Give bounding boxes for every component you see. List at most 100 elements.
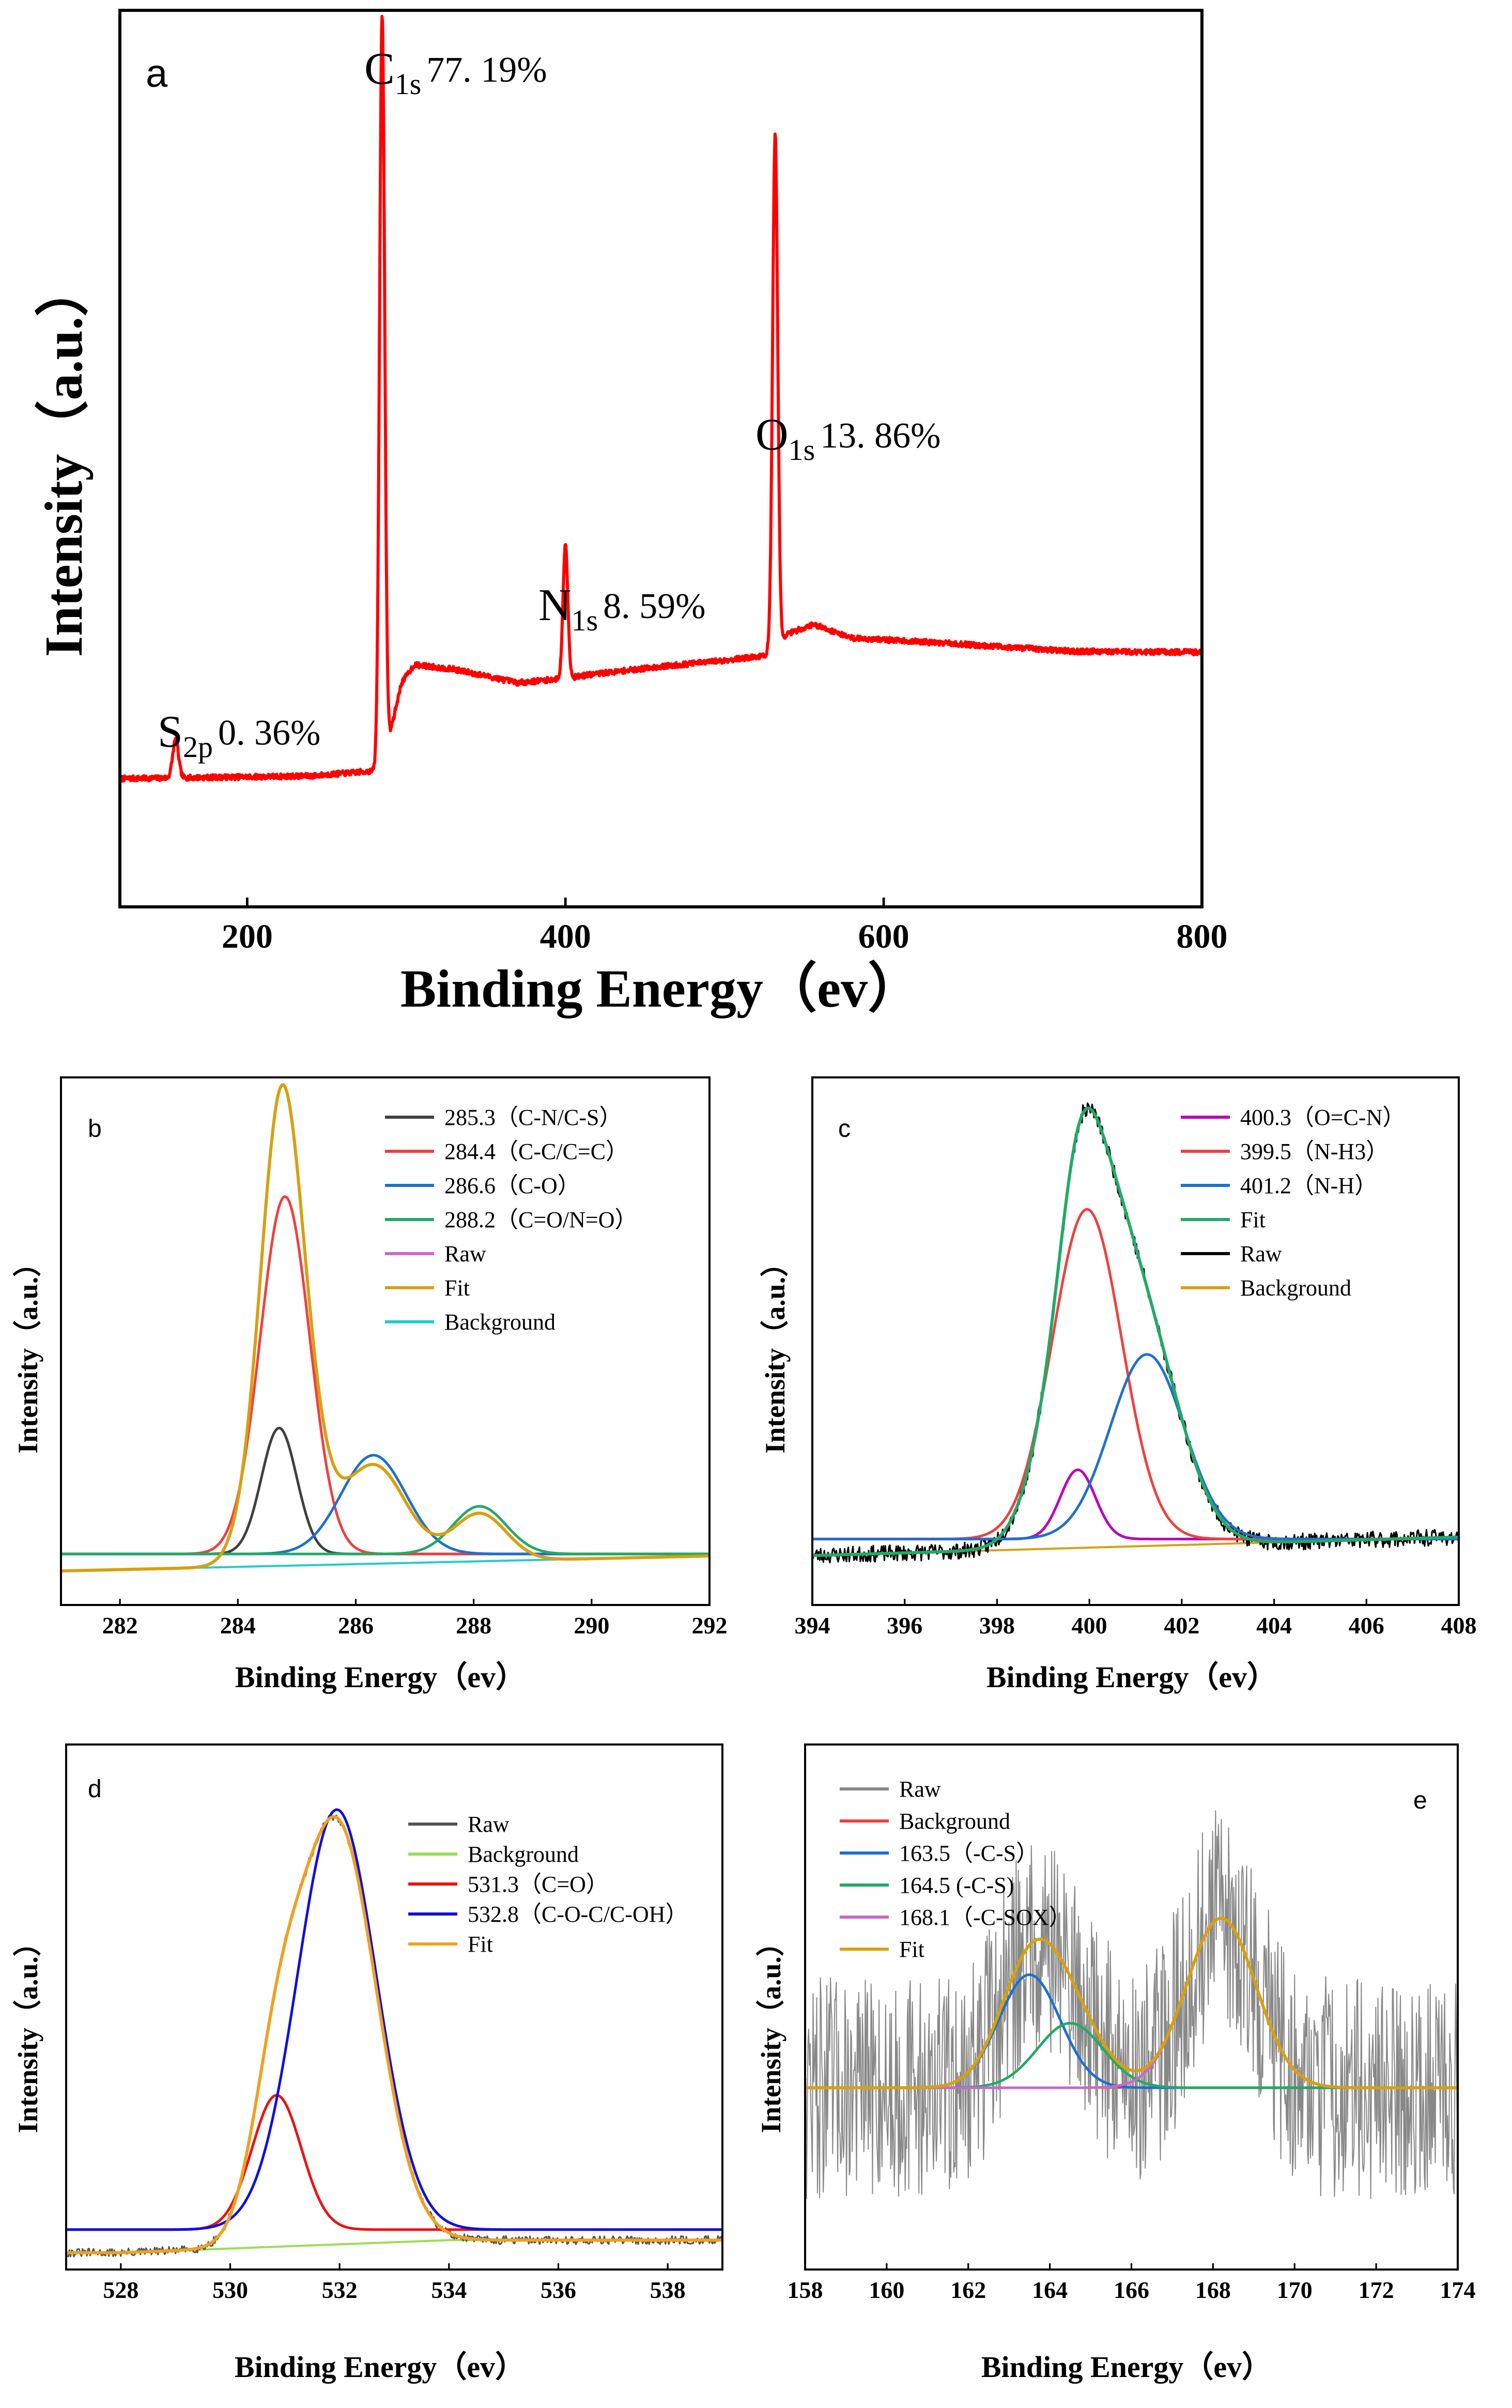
component-line-c-401.25 (812, 1353, 1459, 1540)
x-axis-label-c: Binding Energy（ev） (986, 1660, 1277, 1694)
plot-frame-c (811, 1076, 1460, 1606)
x-tick-label-a-200: 200 (222, 918, 273, 955)
x-tick-label-e-162: 162 (950, 2277, 986, 2303)
fit-line-d (66, 1815, 723, 2255)
x-tick-label-e-174: 174 (1440, 2277, 1476, 2303)
x-tick-label-b-292: 292 (692, 1612, 728, 1639)
x-tick-label-e-164: 164 (1032, 2277, 1068, 2303)
panel-letter-a: a (146, 52, 168, 96)
x-tick-label-c-404: 404 (1256, 1612, 1292, 1639)
x-tick-label-c-406: 406 (1349, 1612, 1384, 1639)
legend-label-d-532-8-c-o-c-c-oh: 532.8（C-O-C/C-OH） (468, 1902, 688, 1927)
legend-label-b-raw: Raw (444, 1241, 486, 1267)
legend-e: Raw Background 163.5（-C-S） 164.5 (-C-S) 168.… (840, 1777, 1072, 1962)
legend-label-c-fit: Fit (1240, 1207, 1266, 1232)
legend-label-e-164-5-c-s: 164.5 (-C-S) (899, 1873, 1014, 1898)
legend-label-c-401-2-n-h: 401.2（N-H） (1240, 1173, 1377, 1198)
x-tick-label-d-538: 538 (650, 2277, 686, 2303)
legend-label-d-531-3-c-o: 531.3（C=O） (468, 1872, 609, 1897)
x-tick-label-a-800: 800 (1177, 918, 1228, 955)
x-axis-label-a: Binding Energy（ev） (400, 959, 921, 1018)
x-tick-label-b-282: 282 (102, 1612, 138, 1639)
panel-letter-c: c (838, 1115, 851, 1143)
raw-line-c (811, 1102, 1460, 1564)
panel-d: 528 530 532 534 536 538 d Binding Energy（ev） … (12, 1743, 723, 2384)
legend-label-b-286-6-c-o: 286.6（C-O） (444, 1173, 580, 1198)
x-axis-label-e: Binding Energy（ev） (981, 2350, 1272, 2384)
raw-line-d (65, 1814, 723, 2258)
legend-label-d-background: Background (468, 1842, 579, 1867)
survey-spectrum-line (118, 14, 1204, 783)
legend-b: 285.3（C-N/C-S） 284.4（C-C/C=C） 286.6（C-O） 28… (385, 1105, 638, 1335)
y-axis-label-b: Intensity（a.u.） (12, 1249, 43, 1454)
x-tick-label-d-536: 536 (541, 2277, 576, 2303)
x-tick-label-c-408: 408 (1441, 1612, 1477, 1639)
x-tick-label-e-170: 170 (1277, 2277, 1313, 2303)
x-tick-label-e-166: 166 (1114, 2277, 1149, 2303)
x-tick-label-e-168: 168 (1195, 2277, 1231, 2303)
legend-label-c-raw: Raw (1240, 1241, 1282, 1267)
panel-b: 282 284 286 288 290 292 b Binding Energy（ev） … (12, 1076, 728, 1694)
panel-e: 158 160 162 164 166 168 170 172 174 e Binding En… (755, 1743, 1476, 2384)
plot-frame-b (60, 1076, 711, 1606)
legend-d: Raw Background 531.3（C=O） 532.8（C-O-C/C-OH）… (408, 1812, 688, 1957)
x-tick-label-c-396: 396 (887, 1612, 922, 1639)
x-tick-label-d-530: 530 (212, 2277, 248, 2303)
legend-label-c-399-5-n-h3: 399.5（N-H3） (1240, 1139, 1388, 1164)
x-axis-label-d: Binding Energy（ev） (235, 2350, 525, 2384)
plot-frame-d (65, 1743, 723, 2271)
x-tick-label-d-528: 528 (103, 2277, 138, 2303)
component-line-d-530.85 (66, 2094, 722, 2231)
component-line-c-399.95 (812, 1208, 1459, 1540)
x-tick-label-c-398: 398 (979, 1612, 1015, 1639)
curves-a (118, 14, 1204, 783)
x-tick-label-e-160: 160 (869, 2277, 904, 2303)
legend-label-d-fit: Fit (468, 1932, 493, 1957)
legend-label-e-163-5-c-s: 163.5（-C-S） (899, 1841, 1039, 1866)
curves-e (805, 1810, 1458, 2199)
x-tick-label-c-400: 400 (1072, 1612, 1107, 1639)
y-axis-label-c: Intensity（a.u.） (760, 1249, 791, 1454)
raw-line-e (805, 1810, 1458, 2199)
y-axis-label-e: Intensity（a.u.） (755, 1928, 786, 2133)
x-tick-label-b-286: 286 (338, 1612, 374, 1639)
x-tick-label-a-600: 600 (858, 918, 909, 955)
component-line-b-284.7 (61, 1427, 709, 1555)
x-tick-label-b-290: 290 (574, 1612, 609, 1639)
legend-label-b-fit: Fit (444, 1275, 470, 1301)
x-tick-label-d-534: 534 (431, 2277, 467, 2303)
annotation-o1s: O1s 13. 86% (755, 410, 940, 467)
annotation-s2p: S2p 0. 36% (158, 707, 320, 764)
panel-letter-d: d (88, 1776, 102, 1803)
x-tick-label-b-288: 288 (456, 1612, 491, 1639)
legend-label-e-background: Background (899, 1809, 1010, 1834)
curves-d (65, 1808, 723, 2258)
legend-label-c-background: Background (1240, 1275, 1351, 1301)
x-axis-label-b: Binding Energy（ev） (235, 1660, 526, 1694)
legend-label-d-raw: Raw (468, 1812, 510, 1837)
component-line-b-284.8 (61, 1195, 709, 1555)
legend-label-b-background: Background (444, 1309, 556, 1335)
legend-label-e-168-1-c-sox: 168.1（-C-SOX） (899, 1905, 1072, 1930)
ticks-d: 528 530 532 534 536 538 (103, 2263, 686, 2303)
plot-frame-a (118, 9, 1204, 908)
legend-label-c-400-3-o-c-n: 400.3（O=C-N） (1240, 1105, 1405, 1130)
curves-b (60, 1083, 711, 1573)
legend-label-e-raw: Raw (899, 1777, 941, 1802)
panel-a: 200 400 600 800 a Binding Energy（ev） Intens… (34, 9, 1228, 1018)
y-axis-label-a: Intensity（a.u.） (34, 263, 94, 657)
legend-label-b-285-3-c-n-c-s: 285.3（C-N/C-S） (444, 1105, 622, 1130)
panel-c: 394 396 398 400 402 404 406 408 c Binding Energ… (760, 1076, 1477, 1694)
ticks-b: 282 284 286 288 290 292 (102, 1599, 728, 1639)
annotation-c1s: C1s 77. 19% (364, 44, 547, 101)
legend-label-b-284-4-c-c-c-c: 284.4（C-C/C=C） (444, 1139, 628, 1164)
x-tick-label-d-532: 532 (322, 2277, 358, 2303)
legend-label-b-288-2-c-o-n-o: 288.2（C=O/N=O） (444, 1207, 638, 1232)
plot-frame-e (804, 1743, 1459, 2271)
x-tick-label-b-284: 284 (220, 1612, 256, 1639)
legend-c: 400.3（O=C-N） 399.5（N-H3） 401.2（N-H） Fit Raw B… (1181, 1105, 1405, 1301)
fit-line-e (805, 1917, 1458, 2090)
x-tick-label-c-394: 394 (795, 1612, 830, 1639)
curves-c (811, 1102, 1460, 1564)
annotation-n1s: N1s 8. 59% (538, 580, 705, 637)
